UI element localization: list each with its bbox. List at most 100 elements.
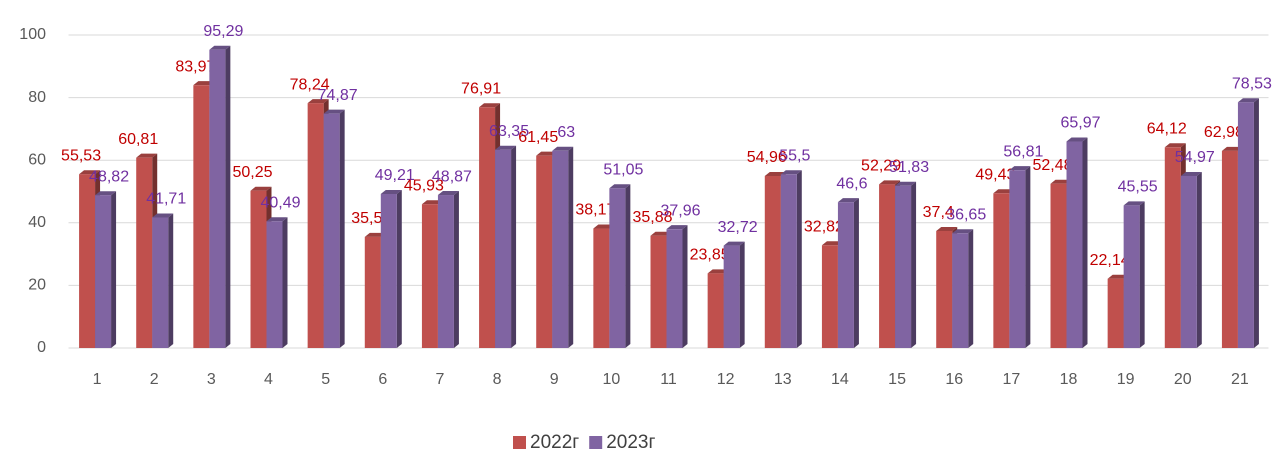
data-label: 36,65 bbox=[946, 207, 986, 224]
x-tick-label: 21 bbox=[1231, 371, 1249, 388]
bar bbox=[152, 217, 169, 348]
bar-side bbox=[1082, 137, 1088, 348]
bar-top bbox=[1009, 166, 1031, 171]
bar bbox=[1164, 147, 1181, 348]
bar-side bbox=[682, 225, 688, 348]
y-tick-label: 0 bbox=[37, 339, 46, 356]
bar bbox=[364, 236, 381, 348]
bar bbox=[479, 107, 496, 348]
data-label: 45,55 bbox=[1118, 179, 1158, 196]
bar-side bbox=[568, 146, 574, 348]
bar-top bbox=[1123, 201, 1145, 206]
data-label: 35,88 bbox=[632, 209, 672, 226]
x-tick-label: 8 bbox=[493, 371, 502, 388]
data-label: 54,96 bbox=[747, 149, 787, 166]
x-tick-label: 11 bbox=[660, 371, 677, 388]
legend-label: 2022г bbox=[530, 432, 579, 453]
bar-top bbox=[495, 145, 517, 150]
bar bbox=[1050, 183, 1067, 348]
bar-side bbox=[911, 181, 917, 348]
x-tick-label: 10 bbox=[602, 371, 620, 388]
bar-top bbox=[1221, 146, 1243, 151]
bar-top bbox=[95, 191, 117, 196]
bar-top bbox=[650, 231, 672, 236]
bar-top bbox=[536, 151, 558, 156]
x-tick-label: 3 bbox=[207, 371, 216, 388]
bar-top bbox=[152, 213, 174, 218]
bar-side bbox=[453, 191, 459, 348]
data-label: 55,53 bbox=[61, 147, 101, 164]
bar-top bbox=[879, 180, 901, 185]
bar-top bbox=[479, 103, 501, 108]
bar-side bbox=[625, 184, 631, 348]
bar-side bbox=[511, 145, 517, 348]
bar bbox=[1009, 170, 1026, 348]
data-label: 46,6 bbox=[836, 175, 867, 192]
data-label: 76,91 bbox=[461, 80, 501, 97]
bar bbox=[79, 174, 96, 348]
bar-top bbox=[79, 170, 101, 175]
bar bbox=[780, 174, 797, 348]
data-label: 63,35 bbox=[489, 123, 529, 140]
bar bbox=[837, 202, 854, 348]
bar bbox=[421, 204, 438, 348]
data-label: 40,49 bbox=[260, 194, 300, 211]
bar-top bbox=[666, 225, 688, 230]
data-label: 78,24 bbox=[290, 76, 330, 93]
bar-top bbox=[266, 217, 288, 222]
bar-top bbox=[936, 226, 958, 231]
bar-side bbox=[168, 213, 174, 348]
bar-top bbox=[895, 181, 917, 186]
bar bbox=[95, 195, 112, 348]
bar bbox=[879, 184, 896, 348]
x-tick-label: 14 bbox=[831, 371, 849, 388]
data-label: 23,85 bbox=[690, 247, 730, 264]
y-tick-label: 60 bbox=[28, 151, 46, 168]
bar-top bbox=[1066, 137, 1088, 142]
bar bbox=[136, 157, 153, 348]
data-label: 65,97 bbox=[1060, 115, 1100, 132]
data-label: 95,29 bbox=[203, 23, 243, 40]
data-label: 54,97 bbox=[1175, 149, 1215, 166]
bar-top bbox=[323, 109, 345, 114]
bar-top bbox=[609, 184, 631, 189]
bar-top bbox=[821, 241, 843, 246]
bar-top bbox=[437, 191, 459, 196]
bar-side bbox=[968, 229, 974, 348]
bar bbox=[495, 149, 512, 348]
bar-side bbox=[796, 170, 802, 348]
data-label: 51,05 bbox=[603, 161, 643, 178]
bar-top bbox=[764, 171, 786, 176]
data-label: 50,25 bbox=[232, 164, 272, 181]
bar bbox=[936, 230, 953, 348]
x-tick-label: 5 bbox=[321, 371, 330, 388]
bar bbox=[1066, 141, 1083, 348]
data-label: 62,98 bbox=[1204, 124, 1244, 141]
data-label: 74,87 bbox=[318, 87, 358, 104]
bar bbox=[193, 85, 210, 349]
y-tick-label: 40 bbox=[28, 214, 46, 231]
bar bbox=[536, 155, 553, 348]
data-label: 60,81 bbox=[118, 131, 158, 148]
bar bbox=[764, 175, 781, 348]
bar bbox=[437, 195, 454, 348]
data-label: 52,29 bbox=[861, 158, 901, 175]
bar-top bbox=[380, 189, 402, 194]
bar bbox=[723, 245, 740, 348]
bar bbox=[323, 113, 340, 349]
y-tick-label: 20 bbox=[28, 277, 46, 294]
bar bbox=[821, 245, 838, 348]
bar-top bbox=[193, 81, 215, 86]
data-label: 64,12 bbox=[1147, 121, 1187, 138]
data-label: 83,97 bbox=[175, 58, 215, 75]
y-tick-label: 80 bbox=[28, 89, 46, 106]
x-tick-label: 1 bbox=[93, 371, 102, 388]
data-label: 55,5 bbox=[779, 148, 810, 165]
bar-top bbox=[707, 269, 729, 274]
bar bbox=[1180, 175, 1197, 348]
bar-top bbox=[1180, 171, 1202, 176]
data-label: 48,87 bbox=[432, 168, 472, 185]
bar-top bbox=[1050, 179, 1072, 184]
data-label: 32,82 bbox=[804, 218, 844, 235]
data-label: 37,96 bbox=[660, 202, 700, 219]
